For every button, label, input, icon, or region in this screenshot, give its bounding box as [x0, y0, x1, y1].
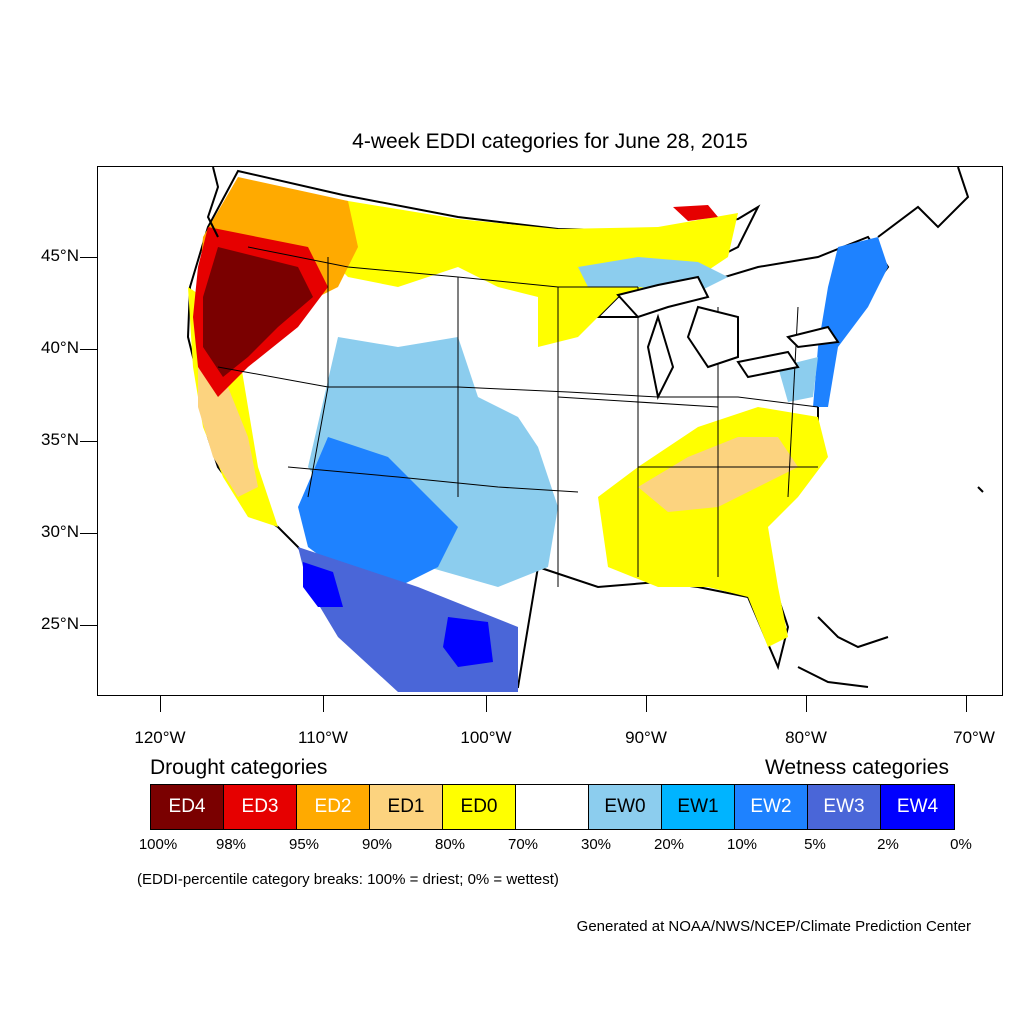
lat-tick	[80, 257, 97, 258]
percentile-break-label: 98%	[215, 836, 247, 853]
great-lakes	[616, 275, 840, 401]
percentile-break-label: 70%	[507, 836, 539, 853]
category-legend: ED4 ED3 ED2 ED1 ED0 EW0 EW1 EW2 EW3 EW4	[150, 784, 955, 830]
lon-tick	[966, 696, 967, 712]
legend-swatch-ew3: EW3	[808, 785, 881, 829]
category-note: (EDDI-percentile category breaks: 100% =…	[137, 871, 559, 888]
lat-label-40: 40°N	[41, 338, 79, 357]
legend-swatch-ew2: EW2	[735, 785, 808, 829]
region-pacific-northwest	[203, 247, 313, 377]
region-great-lakes-ed3	[673, 205, 718, 221]
percentile-break-label: 20%	[653, 836, 685, 853]
lat-tick	[80, 625, 97, 626]
credit-line: Generated at NOAA/NWS/NCEP/Climate Predi…	[576, 918, 971, 935]
percentile-break-label: 30%	[580, 836, 612, 853]
legend-swatch-ew0: EW0	[589, 785, 662, 829]
legend-swatch-ed1: ED1	[370, 785, 443, 829]
legend-swatch-ed0: ED0	[443, 785, 516, 829]
lon-tick	[160, 696, 161, 712]
map-title: 4-week EDDI categories for June 28, 2015	[352, 130, 748, 153]
lon-label-120: 120°W	[134, 728, 186, 747]
lat-tick	[80, 533, 97, 534]
drought-categories-heading: Drought categories	[150, 756, 328, 779]
lat-label-35: 35°N	[41, 430, 79, 449]
map-canvas	[186, 167, 984, 692]
percentile-break-label: 10%	[726, 836, 758, 853]
coastlines	[206, 167, 984, 688]
wetness-categories-heading: Wetness categories	[764, 756, 949, 779]
percentile-break-label: 5%	[804, 836, 826, 853]
lat-label-25: 25°N	[41, 614, 79, 633]
region-new-england	[813, 237, 888, 407]
lon-label-100: 100°W	[460, 728, 512, 747]
percentile-break-label: 0%	[950, 836, 972, 853]
lon-label-70: 70°W	[953, 728, 995, 747]
lat-label-45: 45°N	[41, 246, 79, 265]
lat-label-30: 30°N	[41, 522, 79, 541]
percentile-break-label: 95%	[288, 836, 320, 853]
region-four-corners	[298, 437, 458, 587]
state-boundaries	[217, 246, 819, 587]
legend-swatch-ed2: ED2	[297, 785, 370, 829]
region-texas-ew4	[443, 617, 493, 667]
region-baja-ew4	[303, 562, 343, 607]
percentile-break-label: 100%	[138, 836, 178, 853]
percentile-break-label: 80%	[434, 836, 466, 853]
lon-label-80: 80°W	[785, 728, 827, 747]
lon-tick	[646, 696, 647, 712]
map-panel	[97, 166, 1003, 696]
percentile-break-label: 2%	[877, 836, 899, 853]
lon-label-90: 90°W	[625, 728, 667, 747]
lat-tick	[80, 441, 97, 442]
region-central-rockies	[308, 337, 558, 587]
lat-tick	[80, 349, 97, 350]
legend-swatch-ed3: ED3	[224, 785, 297, 829]
legend-swatch-ew1: EW1	[662, 785, 735, 829]
lon-tick	[806, 696, 807, 712]
legend-swatch-ew4: EW4	[881, 785, 954, 829]
legend-swatch-ed4: ED4	[151, 785, 224, 829]
legend-swatch-normal	[516, 785, 589, 829]
lon-tick	[486, 696, 487, 712]
lon-label-110: 110°W	[298, 728, 348, 747]
lon-tick	[323, 696, 324, 712]
region-northern-plains	[248, 187, 738, 347]
region-ca-interior	[198, 367, 258, 497]
percentile-break-label: 90%	[361, 836, 393, 853]
